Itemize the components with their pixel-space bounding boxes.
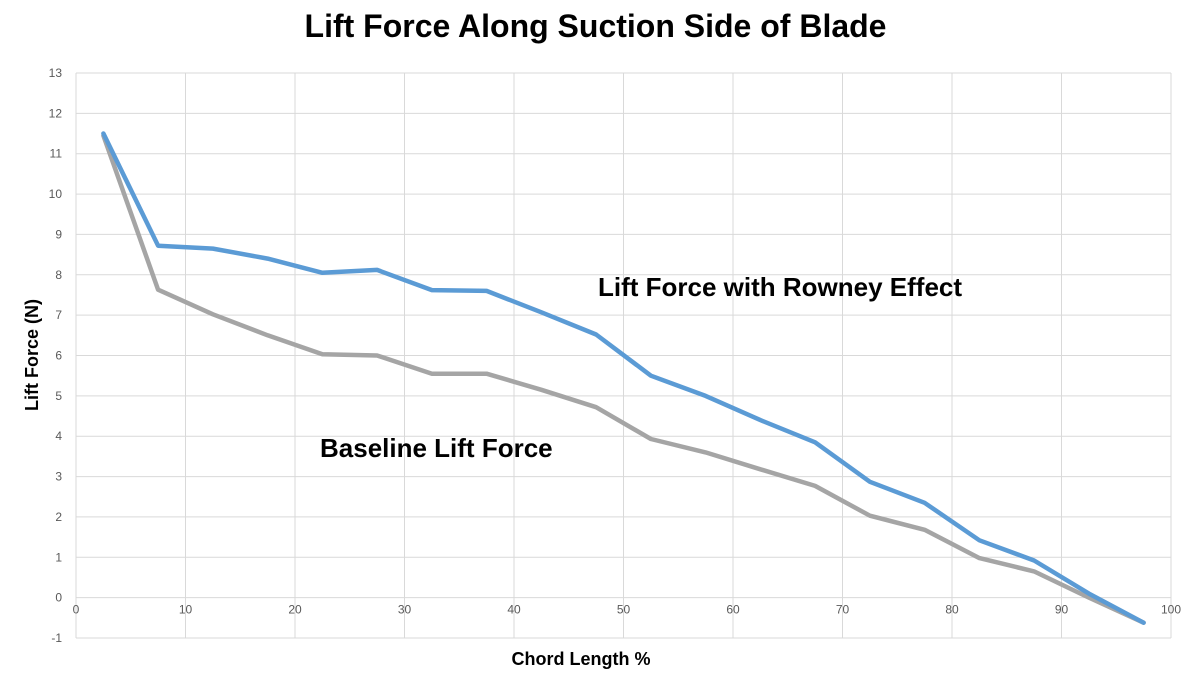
y-tick-label: 1 bbox=[55, 550, 62, 564]
y-tick-label: 10 bbox=[49, 187, 63, 201]
series-line-baseline bbox=[101, 133, 1146, 625]
y-tick-label: 4 bbox=[55, 429, 62, 443]
y-tick-label: -1 bbox=[51, 631, 62, 645]
y-tick-label: 5 bbox=[55, 389, 62, 403]
y-tick-label: 2 bbox=[55, 510, 62, 524]
y-tick-label: 9 bbox=[55, 227, 62, 241]
series-line-rowney-effect bbox=[101, 131, 1146, 625]
grid-layer bbox=[75, 72, 1172, 639]
y-tick-label: 8 bbox=[55, 268, 62, 282]
y-tick-label: 0 bbox=[55, 591, 62, 605]
y-tick-label: 13 bbox=[49, 66, 63, 80]
x-tick-label: 0 bbox=[73, 603, 80, 617]
annotation-baseline: Baseline Lift Force bbox=[320, 433, 553, 463]
x-tick-label: 50 bbox=[617, 603, 631, 617]
x-tick-label: 60 bbox=[726, 603, 740, 617]
x-tick-label: 80 bbox=[945, 603, 959, 617]
y-tick-label: 11 bbox=[50, 147, 63, 161]
x-tick-label: 100 bbox=[1161, 603, 1181, 617]
x-tick-label: 20 bbox=[288, 603, 302, 617]
y-tick-label: 6 bbox=[55, 349, 62, 363]
x-tick-label: 70 bbox=[836, 603, 850, 617]
y-tick-label: 12 bbox=[49, 106, 63, 120]
x-axis-title: Chord Length % bbox=[512, 649, 651, 669]
y-tick-label: 7 bbox=[55, 308, 62, 322]
x-tick-label: 90 bbox=[1055, 603, 1069, 617]
series-layer bbox=[101, 131, 1146, 625]
chart-title: Lift Force Along Suction Side of Blade bbox=[304, 8, 887, 44]
x-tick-label: 10 bbox=[179, 603, 193, 617]
annotation-rowney-effect: Lift Force with Rowney Effect bbox=[598, 272, 962, 302]
y-axis-title: Lift Force (N) bbox=[22, 299, 42, 411]
x-tick-label: 30 bbox=[398, 603, 412, 617]
x-tick-label: 40 bbox=[507, 603, 521, 617]
y-tick-label: 3 bbox=[55, 470, 62, 484]
